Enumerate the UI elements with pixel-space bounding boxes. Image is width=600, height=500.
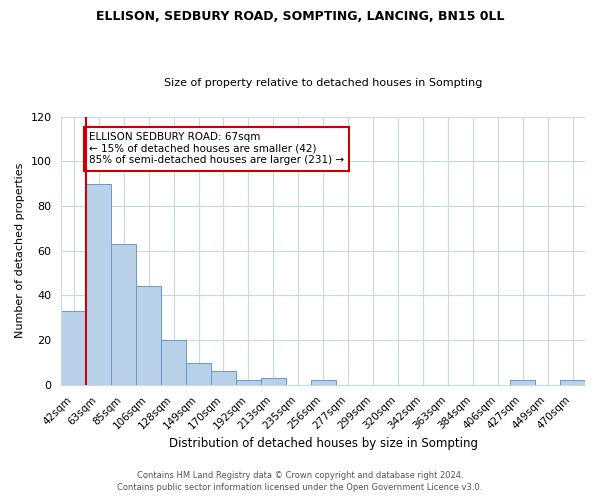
Bar: [510, 380, 535, 385]
Bar: [61, 311, 86, 385]
Bar: [111, 244, 136, 385]
Bar: [261, 378, 286, 385]
Text: ELLISON, SEDBURY ROAD, SOMPTING, LANCING, BN15 0LL: ELLISON, SEDBURY ROAD, SOMPTING, LANCING…: [96, 10, 504, 23]
Bar: [161, 340, 186, 385]
Bar: [86, 184, 111, 385]
Bar: [560, 380, 585, 385]
Y-axis label: Number of detached properties: Number of detached properties: [15, 163, 25, 338]
Bar: [311, 380, 335, 385]
Title: Size of property relative to detached houses in Sompting: Size of property relative to detached ho…: [164, 78, 482, 88]
Bar: [211, 372, 236, 385]
Bar: [136, 286, 161, 385]
Text: Contains HM Land Registry data © Crown copyright and database right 2024.
Contai: Contains HM Land Registry data © Crown c…: [118, 471, 482, 492]
Text: ELLISON SEDBURY ROAD: 67sqm
← 15% of detached houses are smaller (42)
85% of sem: ELLISON SEDBURY ROAD: 67sqm ← 15% of det…: [89, 132, 344, 166]
Bar: [236, 380, 261, 385]
X-axis label: Distribution of detached houses by size in Sompting: Distribution of detached houses by size …: [169, 437, 478, 450]
Bar: [186, 362, 211, 385]
